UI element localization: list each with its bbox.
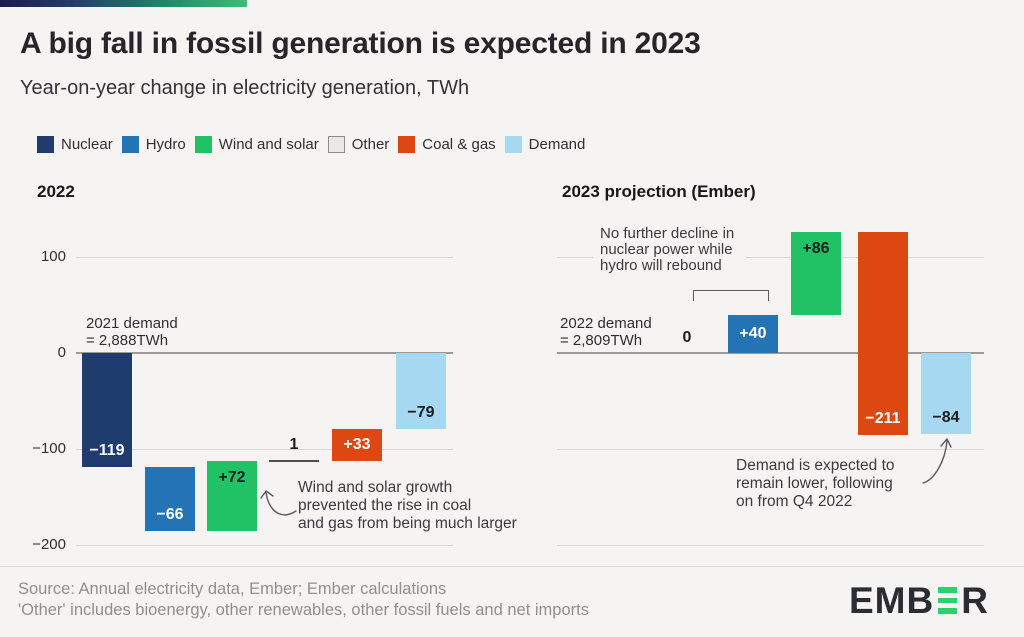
value-label-other: 1 xyxy=(289,435,299,453)
ember-logo-suffix: R xyxy=(961,580,989,621)
bar-value-label-demand: −84 xyxy=(932,408,960,426)
legend-swatch-coal-gas xyxy=(398,136,416,153)
gridline-100 xyxy=(76,256,453,258)
bar-coal-gas: +33 xyxy=(332,428,382,461)
annotation-demand-lower: Demand is expected to remain lower, foll… xyxy=(736,457,895,510)
bar-demand: −79 xyxy=(396,353,446,429)
gridline--100 xyxy=(557,448,984,450)
bar-value-label-hydro: +40 xyxy=(739,324,767,342)
bar-value-label-coal-gas: +33 xyxy=(343,435,371,453)
page-subtitle: Year-on-year change in electricity gener… xyxy=(20,77,470,99)
curved-arrow-to-wind-bar-icon xyxy=(260,490,297,516)
bar-value-label-hydro: −66 xyxy=(156,505,184,523)
legend: Nuclear Hydro Wind and solar Other Coal … xyxy=(37,136,585,153)
bar-wind-and-solar: +86 xyxy=(791,232,841,315)
legend-label-nuclear: Nuclear xyxy=(61,136,113,153)
bar-wind-and-solar: +72 xyxy=(207,461,257,531)
annotation-wind-solar-growth: Wind and solar growth prevented the rise… xyxy=(298,479,517,532)
legend-swatch-demand xyxy=(504,136,522,153)
ember-logo: EMB R xyxy=(849,580,989,621)
brand-gradient-bar xyxy=(0,0,247,7)
ember-logo-e-bars-icon xyxy=(938,587,958,614)
value-label-nuclear: 0 xyxy=(682,329,692,346)
y-axis-label-0: 0 xyxy=(57,344,66,361)
legend-label-demand: Demand xyxy=(528,136,586,153)
gridline--200 xyxy=(76,544,453,546)
bar-hydro: +40 xyxy=(728,314,778,353)
legend-swatch-hydro xyxy=(121,136,139,153)
legend-item-hydro: Hydro xyxy=(121,136,186,153)
annotation-2021-demand: 2021 demand = 2,888TWh xyxy=(86,315,178,349)
y-axis-label-100: 100 xyxy=(40,248,66,265)
legend-swatch-other xyxy=(327,136,345,153)
y-axis-label--200: −200 xyxy=(32,536,66,553)
bar-demand: −84 xyxy=(921,353,971,434)
annotation-2022-demand: 2022 demand = 2,809TWh xyxy=(560,315,652,349)
bar-nuclear: −119 xyxy=(82,353,132,468)
bar-value-label-nuclear: −119 xyxy=(89,442,125,460)
legend-label-other: Other xyxy=(351,136,390,153)
chart-title-2022: 2022 xyxy=(37,182,75,201)
ember-logo-prefix: EMB xyxy=(849,580,935,621)
gridline-0 xyxy=(76,352,453,354)
bar-coal-gas: −211 xyxy=(858,232,908,435)
legend-label-hydro: Hydro xyxy=(145,136,186,153)
legend-label-wind-and-solar: Wind and solar xyxy=(218,136,319,153)
flow-line-other xyxy=(269,459,319,462)
legend-item-other: Other xyxy=(327,136,390,153)
legend-item-wind-and-solar: Wind and solar xyxy=(194,136,319,153)
annotation-nuclear-hydro: No further decline in nuclear power whil… xyxy=(593,226,747,276)
legend-swatch-wind-and-solar xyxy=(194,136,212,153)
source-note: Source: Annual electricity data, Ember; … xyxy=(18,579,589,620)
legend-label-coal-gas: Coal & gas xyxy=(422,136,496,153)
chart-title-2023-projection: 2023 projection (Ember) xyxy=(562,182,756,201)
legend-item-demand: Demand xyxy=(504,136,586,153)
legend-item-coal-gas: Coal & gas xyxy=(398,136,496,153)
gridline--200 xyxy=(557,544,984,546)
bar-hydro: −66 xyxy=(145,467,195,531)
bar-value-label-wind-and-solar: +86 xyxy=(802,240,830,258)
source-line-2: 'Other' includes bioenergy, other renewa… xyxy=(18,600,589,619)
bar-value-label-coal-gas: −211 xyxy=(865,409,901,427)
gridline-100 xyxy=(557,256,984,258)
gridline--100 xyxy=(76,448,453,450)
bar-value-label-demand: −79 xyxy=(407,403,435,421)
bracket-nuclear-hydro xyxy=(693,290,769,301)
legend-item-nuclear: Nuclear xyxy=(37,136,113,153)
page-title: A big fall in fossil generation is expec… xyxy=(20,27,701,60)
footer-divider xyxy=(0,566,1024,567)
legend-swatch-nuclear xyxy=(37,136,54,153)
source-line-1: Source: Annual electricity data, Ember; … xyxy=(18,580,447,598)
y-axis-label--100: −100 xyxy=(32,440,66,457)
bar-value-label-wind-and-solar: +72 xyxy=(218,469,246,487)
curved-arrow-to-demand-bar-icon xyxy=(922,438,952,484)
